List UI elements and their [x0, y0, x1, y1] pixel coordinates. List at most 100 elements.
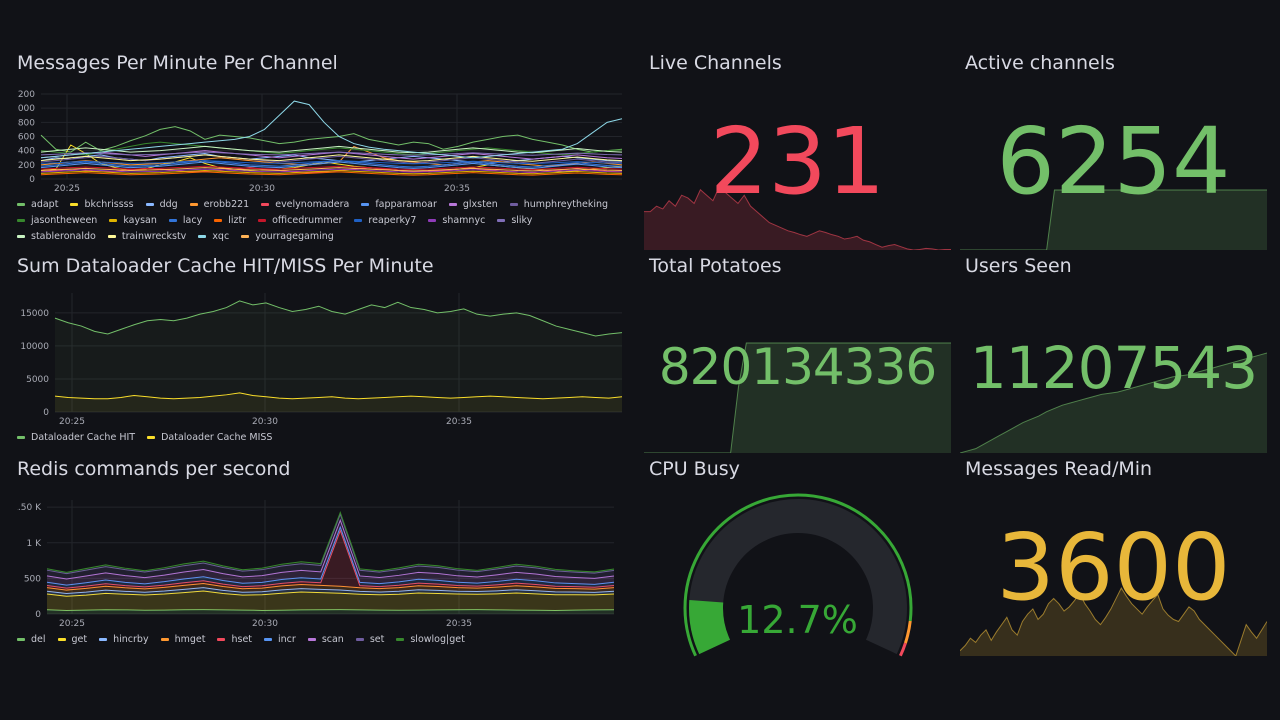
- legend-item-slowlog-get[interactable]: slowlog|get: [396, 632, 465, 648]
- messages-panel-title[interactable]: Messages Per Minute Per Channel: [17, 52, 338, 74]
- legend-label: stableronaldo: [31, 231, 96, 242]
- sparkline-line: [960, 352, 1267, 453]
- sparkline-line: [644, 342, 951, 453]
- legend-swatch: [57, 638, 66, 641]
- series-line-fapparamoar[interactable]: [40, 161, 623, 169]
- messages-chart[interactable]: 0 200 400 600 800 1000 1200 20:25 20:30 20:35: [17, 52, 629, 247]
- legend-item-del[interactable]: del: [17, 632, 46, 648]
- series-line-hset[interactable]: [46, 529, 615, 589]
- redis-panel-title[interactable]: Redis commands per second: [17, 458, 291, 480]
- series-area-hincrby: [47, 587, 614, 597]
- legend-swatch: [107, 235, 116, 238]
- series-line-reaperky7[interactable]: [40, 160, 623, 165]
- series-line-get[interactable]: [46, 590, 615, 597]
- legend-item-Dataloader-Cache-MISS[interactable]: Dataloader Cache MISS: [147, 430, 272, 446]
- series-line-xqc[interactable]: [40, 100, 623, 159]
- legend-item-stableronaldo[interactable]: stableronaldo: [17, 229, 96, 245]
- legend-label: incr: [278, 634, 296, 645]
- legend-item-liztr[interactable]: liztr: [214, 213, 246, 229]
- x-tick-label: 20:25: [59, 417, 85, 427]
- legend-swatch: [160, 638, 169, 641]
- total-potatoes-title[interactable]: Total Potatoes: [649, 255, 782, 277]
- legend-swatch: [354, 219, 363, 222]
- legend-item-trainwreckstv[interactable]: trainwreckstv: [107, 229, 187, 245]
- live-channels-title[interactable]: Live Channels: [649, 52, 782, 74]
- cache-panel-title[interactable]: Sum Dataloader Cache HIT/MISS Per Minute: [17, 255, 434, 277]
- legend-item-scan[interactable]: scan: [307, 632, 344, 648]
- legend-item-kaysan[interactable]: kaysan: [109, 213, 157, 229]
- legend-label: bkchrissss: [84, 199, 134, 210]
- legend-swatch: [355, 638, 364, 641]
- legend-swatch: [145, 203, 154, 206]
- active-channels-panel: Active channels 6254: [960, 52, 1267, 250]
- series-line-set[interactable]: [46, 512, 615, 575]
- x-tick-label: 20:35: [446, 417, 472, 427]
- legend-item-Dataloader-Cache-HIT[interactable]: Dataloader Cache HIT: [17, 430, 135, 446]
- series-line-shamnyc[interactable]: [40, 168, 623, 173]
- legend-item-shamnyc[interactable]: shamnyc: [428, 213, 485, 229]
- legend-item-incr[interactable]: incr: [264, 632, 296, 648]
- x-tick-label: 20:30: [249, 184, 275, 194]
- series-line-liztr[interactable]: [40, 171, 623, 176]
- series-line-yourragegaming[interactable]: [40, 167, 623, 172]
- series-line-kaysan[interactable]: [40, 169, 623, 175]
- series-line-slowlog-get[interactable]: [46, 511, 615, 573]
- series-line-Dataloader-Cache-HIT[interactable]: [54, 300, 623, 337]
- legend-item-set[interactable]: set: [355, 632, 384, 648]
- messages-read-title[interactable]: Messages Read/Min: [965, 458, 1153, 480]
- legend-item-jasontheween[interactable]: jasontheween: [17, 213, 97, 229]
- sparkline-line: [960, 586, 1267, 656]
- legend-item-xqc[interactable]: xqc: [198, 229, 229, 245]
- redis-chart[interactable]: 0 500 1 K 1.50 K 20:25 20:30 20:35: [17, 458, 629, 653]
- series-line-hincrby[interactable]: [46, 587, 615, 594]
- legend-item-fapparamoar[interactable]: fapparamoar: [361, 197, 437, 213]
- legend-swatch: [258, 219, 267, 222]
- legend-item-get[interactable]: get: [57, 632, 87, 648]
- legend-label: del: [31, 634, 46, 645]
- series-line-hmget[interactable]: [46, 583, 615, 591]
- legend-item-lacy[interactable]: lacy: [168, 213, 202, 229]
- series-line-officedrummer[interactable]: [40, 165, 623, 170]
- series-line-trainwreckstv[interactable]: [40, 154, 623, 162]
- series-line-adapt[interactable]: [40, 126, 623, 153]
- legend-item-evelynomadera[interactable]: evelynomadera: [261, 197, 349, 213]
- legend-item-erobb221[interactable]: erobb221: [189, 197, 249, 213]
- series-line-scan[interactable]: [46, 518, 615, 580]
- legend-item-reaperky7[interactable]: reaperky7: [354, 213, 416, 229]
- cache-chart[interactable]: 0 5000 10000 15000 20:25 20:30 20:35: [17, 255, 629, 450]
- legend-label: trainwreckstv: [121, 231, 187, 242]
- legend-label: scan: [321, 634, 344, 645]
- legend-item-yourragegaming[interactable]: yourragegaming: [241, 229, 334, 245]
- legend-label: yourragegaming: [255, 231, 334, 242]
- legend-item-bkchrissss[interactable]: bkchrissss: [70, 197, 134, 213]
- cpu-busy-title[interactable]: CPU Busy: [649, 458, 740, 480]
- y-tick-label: 400: [18, 147, 35, 157]
- legend-item-hset[interactable]: hset: [217, 632, 252, 648]
- legend-item-humphreytheking[interactable]: humphreytheking: [509, 197, 608, 213]
- series-line-Dataloader-Cache-MISS[interactable]: [54, 392, 623, 400]
- series-line-sliky[interactable]: [40, 151, 623, 156]
- users-seen-title[interactable]: Users Seen: [965, 255, 1072, 277]
- legend-item-hmget[interactable]: hmget: [160, 632, 205, 648]
- legend-item-officedrummer[interactable]: officedrummer: [258, 213, 342, 229]
- legend-item-hincrby[interactable]: hincrby: [99, 632, 149, 648]
- legend-swatch: [109, 219, 118, 222]
- active-channels-title[interactable]: Active channels: [965, 52, 1115, 74]
- sparkline-line: [644, 186, 951, 250]
- legend-item-ddg[interactable]: ddg: [145, 197, 178, 213]
- y-tick-label: 1200: [17, 90, 35, 100]
- sparkline-area: [644, 187, 951, 250]
- series-line-incr[interactable]: [46, 525, 615, 586]
- series-line-jasontheween[interactable]: [40, 141, 623, 156]
- legend-item-adapt[interactable]: adapt: [17, 197, 58, 213]
- legend-item-sliky[interactable]: sliky: [497, 213, 532, 229]
- legend-label: ddg: [159, 199, 178, 210]
- gauge-threshold-orange: [903, 620, 912, 644]
- series-area-scan: [47, 520, 614, 586]
- legend-item-glxsten[interactable]: glxsten: [448, 197, 498, 213]
- x-tick-label: 20:35: [444, 184, 470, 194]
- x-tick-label: 20:35: [446, 619, 472, 629]
- active-channels-value: 6254: [996, 108, 1231, 215]
- legend-swatch: [147, 436, 156, 439]
- series-line-del[interactable]: [46, 609, 615, 611]
